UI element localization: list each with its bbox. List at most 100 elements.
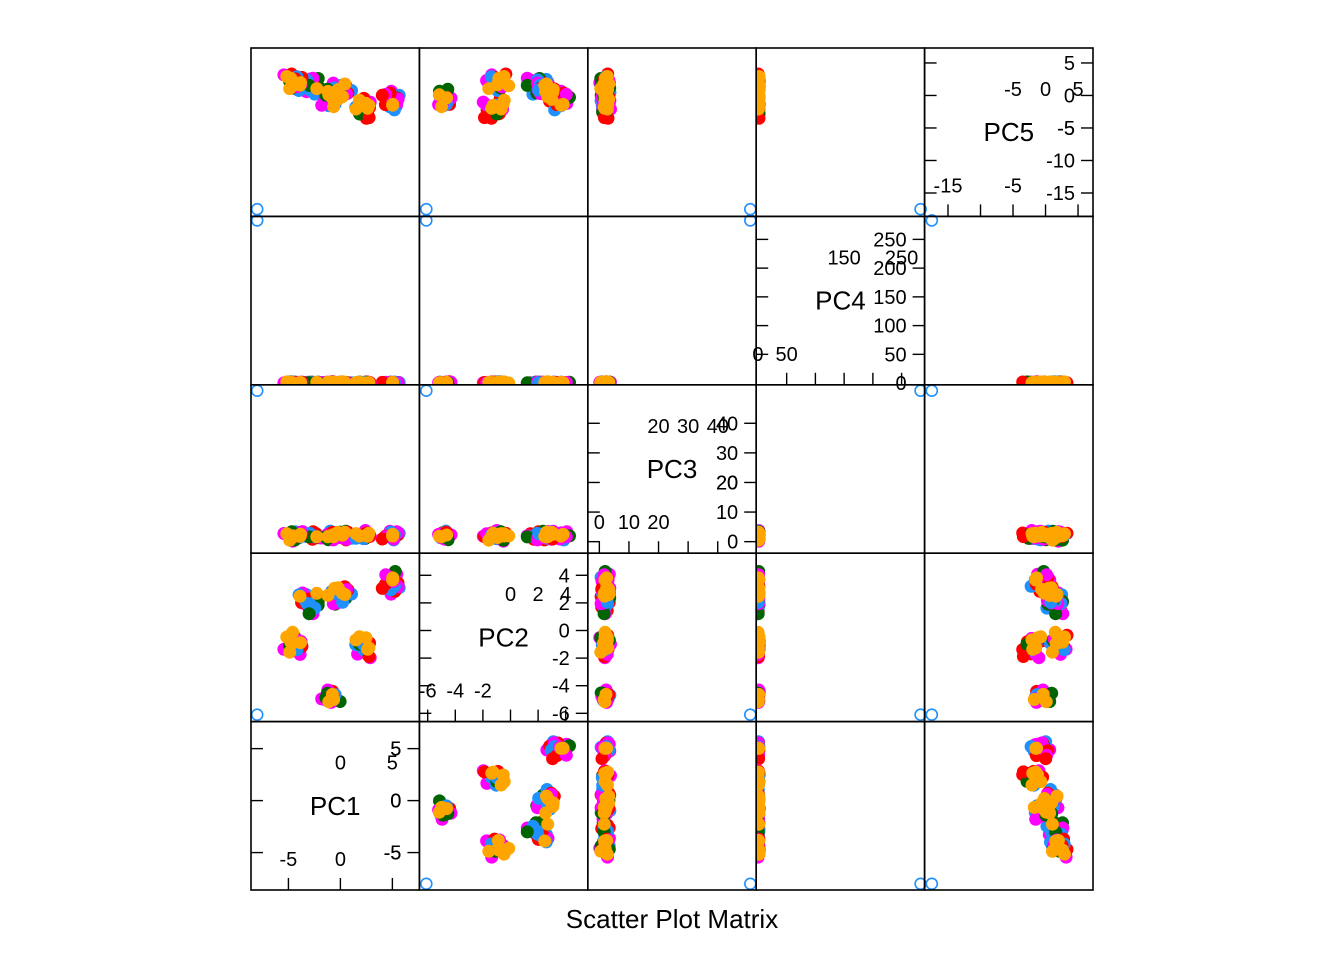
data-point xyxy=(478,111,491,125)
tick-label: 50 xyxy=(884,344,906,366)
data-point xyxy=(756,531,765,544)
data-point xyxy=(597,842,610,856)
data-point xyxy=(349,102,363,116)
data-point xyxy=(386,376,400,385)
data-point xyxy=(1036,687,1050,701)
outlier-point xyxy=(914,202,927,216)
tick-label: 40 xyxy=(707,416,729,438)
data-point xyxy=(545,796,559,810)
data-point xyxy=(756,817,766,831)
data-point xyxy=(331,582,345,596)
tick-label: -5 xyxy=(1004,175,1022,197)
data-point xyxy=(541,817,555,831)
data-point xyxy=(285,376,299,385)
data-point xyxy=(756,636,765,650)
tick-label: 0 xyxy=(594,512,605,534)
tick-label: 5 xyxy=(1072,79,1083,101)
panel-points xyxy=(277,565,406,709)
tick-label: -5 xyxy=(384,843,402,865)
data-point xyxy=(325,91,339,105)
tick-label: 4 xyxy=(560,584,571,606)
data-point xyxy=(756,687,766,701)
tick-label: 50 xyxy=(776,344,798,366)
tick-label: -2 xyxy=(474,681,492,703)
data-point xyxy=(1049,636,1063,650)
panel-border xyxy=(755,383,926,554)
data-point xyxy=(386,97,400,111)
data-point xyxy=(1025,778,1039,792)
data-point xyxy=(310,586,324,600)
tick-label: 20 xyxy=(716,472,738,494)
panel-points xyxy=(277,375,406,385)
data-point xyxy=(491,842,505,856)
data-point xyxy=(556,527,570,541)
data-point xyxy=(440,375,454,385)
tick-label: 5 xyxy=(1064,53,1075,75)
panel-points xyxy=(1016,735,1074,864)
outlier-point xyxy=(419,384,433,398)
chart-title: Scatter Plot Matrix xyxy=(566,904,778,934)
tick-label: 10 xyxy=(716,502,738,524)
data-point xyxy=(1050,789,1064,803)
panel-points xyxy=(593,565,617,709)
panel-points xyxy=(432,735,576,864)
data-point xyxy=(598,766,612,780)
data-point xyxy=(491,78,505,92)
panel-points xyxy=(756,735,766,864)
outlier-point xyxy=(925,877,939,891)
data-point xyxy=(491,376,505,385)
data-point xyxy=(538,834,552,848)
data-point xyxy=(349,633,363,647)
data-point xyxy=(546,752,560,766)
variable-name-pc1: PC1 xyxy=(310,791,361,821)
data-point xyxy=(597,817,611,831)
panel-points xyxy=(432,375,576,385)
tick-label: 0 xyxy=(1040,79,1051,101)
outlier-point xyxy=(743,202,757,216)
outlier-point xyxy=(925,214,939,227)
tick-label: -5 xyxy=(1057,118,1075,140)
tick-label: 100 xyxy=(873,316,906,338)
data-point xyxy=(600,741,614,755)
tick-label: 5 xyxy=(387,753,398,775)
data-point xyxy=(1026,766,1040,780)
data-point xyxy=(756,741,765,755)
panel-border xyxy=(250,47,421,218)
data-point xyxy=(325,375,339,385)
data-point xyxy=(1045,817,1059,831)
variable-name-pc5: PC5 xyxy=(984,117,1035,147)
data-point xyxy=(597,636,610,650)
variable-name-pc3: PC3 xyxy=(647,454,698,484)
data-point xyxy=(756,766,765,780)
panel-border xyxy=(418,215,589,386)
tick-label: -10 xyxy=(1046,150,1075,172)
outlier-point xyxy=(743,708,757,722)
tick-label: 0 xyxy=(390,791,401,813)
data-point xyxy=(386,527,400,541)
panel-points xyxy=(1016,375,1074,385)
outlier-point xyxy=(743,877,757,891)
data-point xyxy=(310,82,324,96)
panel-borders-layer xyxy=(250,47,1094,891)
data-point xyxy=(386,571,400,585)
data-point xyxy=(756,842,765,856)
tick-label: -5 xyxy=(1004,79,1022,101)
panel-points xyxy=(432,67,576,125)
outlier-point xyxy=(250,708,264,722)
panel-border xyxy=(923,720,1094,891)
panel-points xyxy=(277,524,406,548)
tick-label: 0 xyxy=(335,849,346,871)
data-point xyxy=(485,766,499,780)
data-point xyxy=(520,825,534,839)
data-point xyxy=(491,531,505,544)
tick-label: 20 xyxy=(716,472,738,494)
panel-border xyxy=(586,215,757,386)
data-point xyxy=(285,78,299,92)
tick-label: 0 xyxy=(390,791,401,813)
data-point xyxy=(494,102,508,116)
tick-label: 0 xyxy=(559,620,570,642)
tick-label: 40 xyxy=(716,413,738,435)
variable-name-pc2: PC2 xyxy=(478,622,529,652)
data-point xyxy=(1049,842,1063,856)
tick-label: -5 xyxy=(280,849,298,871)
